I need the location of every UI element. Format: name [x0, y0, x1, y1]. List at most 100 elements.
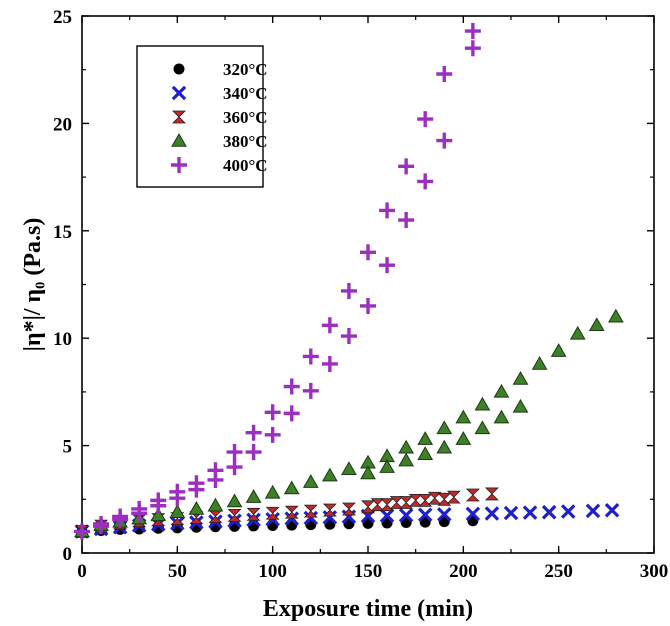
data-point: [455, 431, 472, 445]
x-tick-label: 100: [258, 561, 287, 582]
data-point: [283, 405, 300, 422]
data-point: [503, 505, 519, 521]
data-point: [265, 506, 280, 520]
data-point: [569, 325, 586, 340]
data-point: [341, 502, 356, 516]
legend-marker: [171, 85, 187, 101]
x-tick-label: 250: [544, 561, 573, 582]
data-point: [169, 483, 186, 500]
data-point: [465, 506, 481, 522]
legend: 320°C 340°C 360°C 380°C 400°C: [136, 45, 268, 188]
data-point: [322, 503, 337, 517]
data-point: [436, 132, 453, 149]
data-point: [389, 496, 404, 509]
data-point: [245, 444, 262, 461]
data-point: [398, 507, 414, 523]
data-point: [398, 452, 414, 467]
data-point: [493, 383, 510, 398]
y-tick-label: 0: [63, 544, 73, 565]
data-point: [436, 439, 453, 454]
legend-marker: [172, 110, 186, 124]
data-point: [399, 496, 414, 509]
data-point: [74, 523, 90, 540]
data-point: [550, 343, 567, 357]
legend-label: 340°C: [223, 84, 268, 103]
data-point: [417, 173, 434, 190]
axis-ticks: 0 50 100 150 200 250 300 0 5 10 15 20 25: [53, 7, 668, 582]
legend-marker: [171, 132, 187, 147]
data-point: [398, 212, 415, 229]
data-point: [131, 500, 148, 517]
data-point: [585, 503, 601, 519]
data-point: [112, 508, 129, 525]
legend-label: 360°C: [223, 108, 268, 127]
data-point: [188, 475, 205, 492]
data-point: [245, 489, 262, 503]
data-point: [302, 382, 319, 399]
data-point: [436, 420, 453, 435]
data-point: [360, 297, 376, 314]
data-point: [341, 461, 357, 475]
data-point: [264, 426, 281, 443]
data-point: [321, 355, 338, 372]
data-point: [417, 507, 433, 523]
data-point: [283, 378, 300, 395]
x-axis-title: Exposure time (min): [263, 596, 473, 622]
data-point: [512, 398, 529, 413]
data-point: [379, 257, 396, 274]
data-point: [398, 158, 415, 175]
data-point: [361, 500, 375, 514]
data-point: [284, 505, 299, 519]
x-tick-label: 200: [449, 561, 478, 582]
data-point: [150, 507, 167, 522]
data-point: [93, 516, 110, 533]
x-tick-label: 300: [640, 561, 669, 582]
data-point: [484, 506, 500, 521]
data-point: [226, 459, 243, 476]
y-tick-label: 15: [53, 222, 72, 243]
data-point: [588, 317, 605, 332]
data-point: [522, 505, 538, 520]
data-point: [608, 308, 624, 323]
legend-marker: [171, 157, 187, 173]
data-point: [379, 459, 395, 473]
legend-label: 380°C: [223, 132, 268, 151]
data-point: [264, 484, 281, 499]
data-point: [360, 465, 376, 480]
legend-box: [136, 45, 264, 188]
data-point: [379, 202, 396, 219]
data-point: [474, 420, 491, 435]
data-point: [455, 409, 472, 424]
data-point: [360, 244, 376, 261]
data-point: [207, 462, 224, 479]
data-point: [150, 492, 167, 509]
data-point: [264, 404, 281, 421]
y-tick-label: 25: [53, 7, 72, 28]
data-point: [437, 492, 452, 506]
data-point: [303, 504, 318, 518]
series-4: [74, 23, 481, 540]
data-point: [302, 474, 319, 488]
data-point: [474, 396, 491, 411]
data-point: [464, 23, 481, 40]
y-tick-label: 5: [63, 437, 73, 458]
x-tick-label: 50: [168, 561, 187, 582]
data-point: [322, 467, 338, 482]
legend-marker: [173, 63, 185, 75]
data-point: [427, 491, 442, 505]
data-point: [484, 487, 499, 501]
data-point: [417, 446, 434, 460]
legend-label: 400°C: [223, 156, 268, 175]
data-point: [380, 498, 395, 512]
data-point: [560, 504, 576, 519]
x-tick-label: 150: [354, 561, 383, 582]
data-point: [370, 498, 385, 512]
data-point: [169, 504, 186, 518]
data-point: [379, 508, 395, 523]
data-point: [340, 328, 357, 345]
data-point: [283, 480, 300, 495]
data-point: [437, 507, 452, 522]
data-point: [226, 444, 243, 461]
data-point: [340, 282, 357, 299]
